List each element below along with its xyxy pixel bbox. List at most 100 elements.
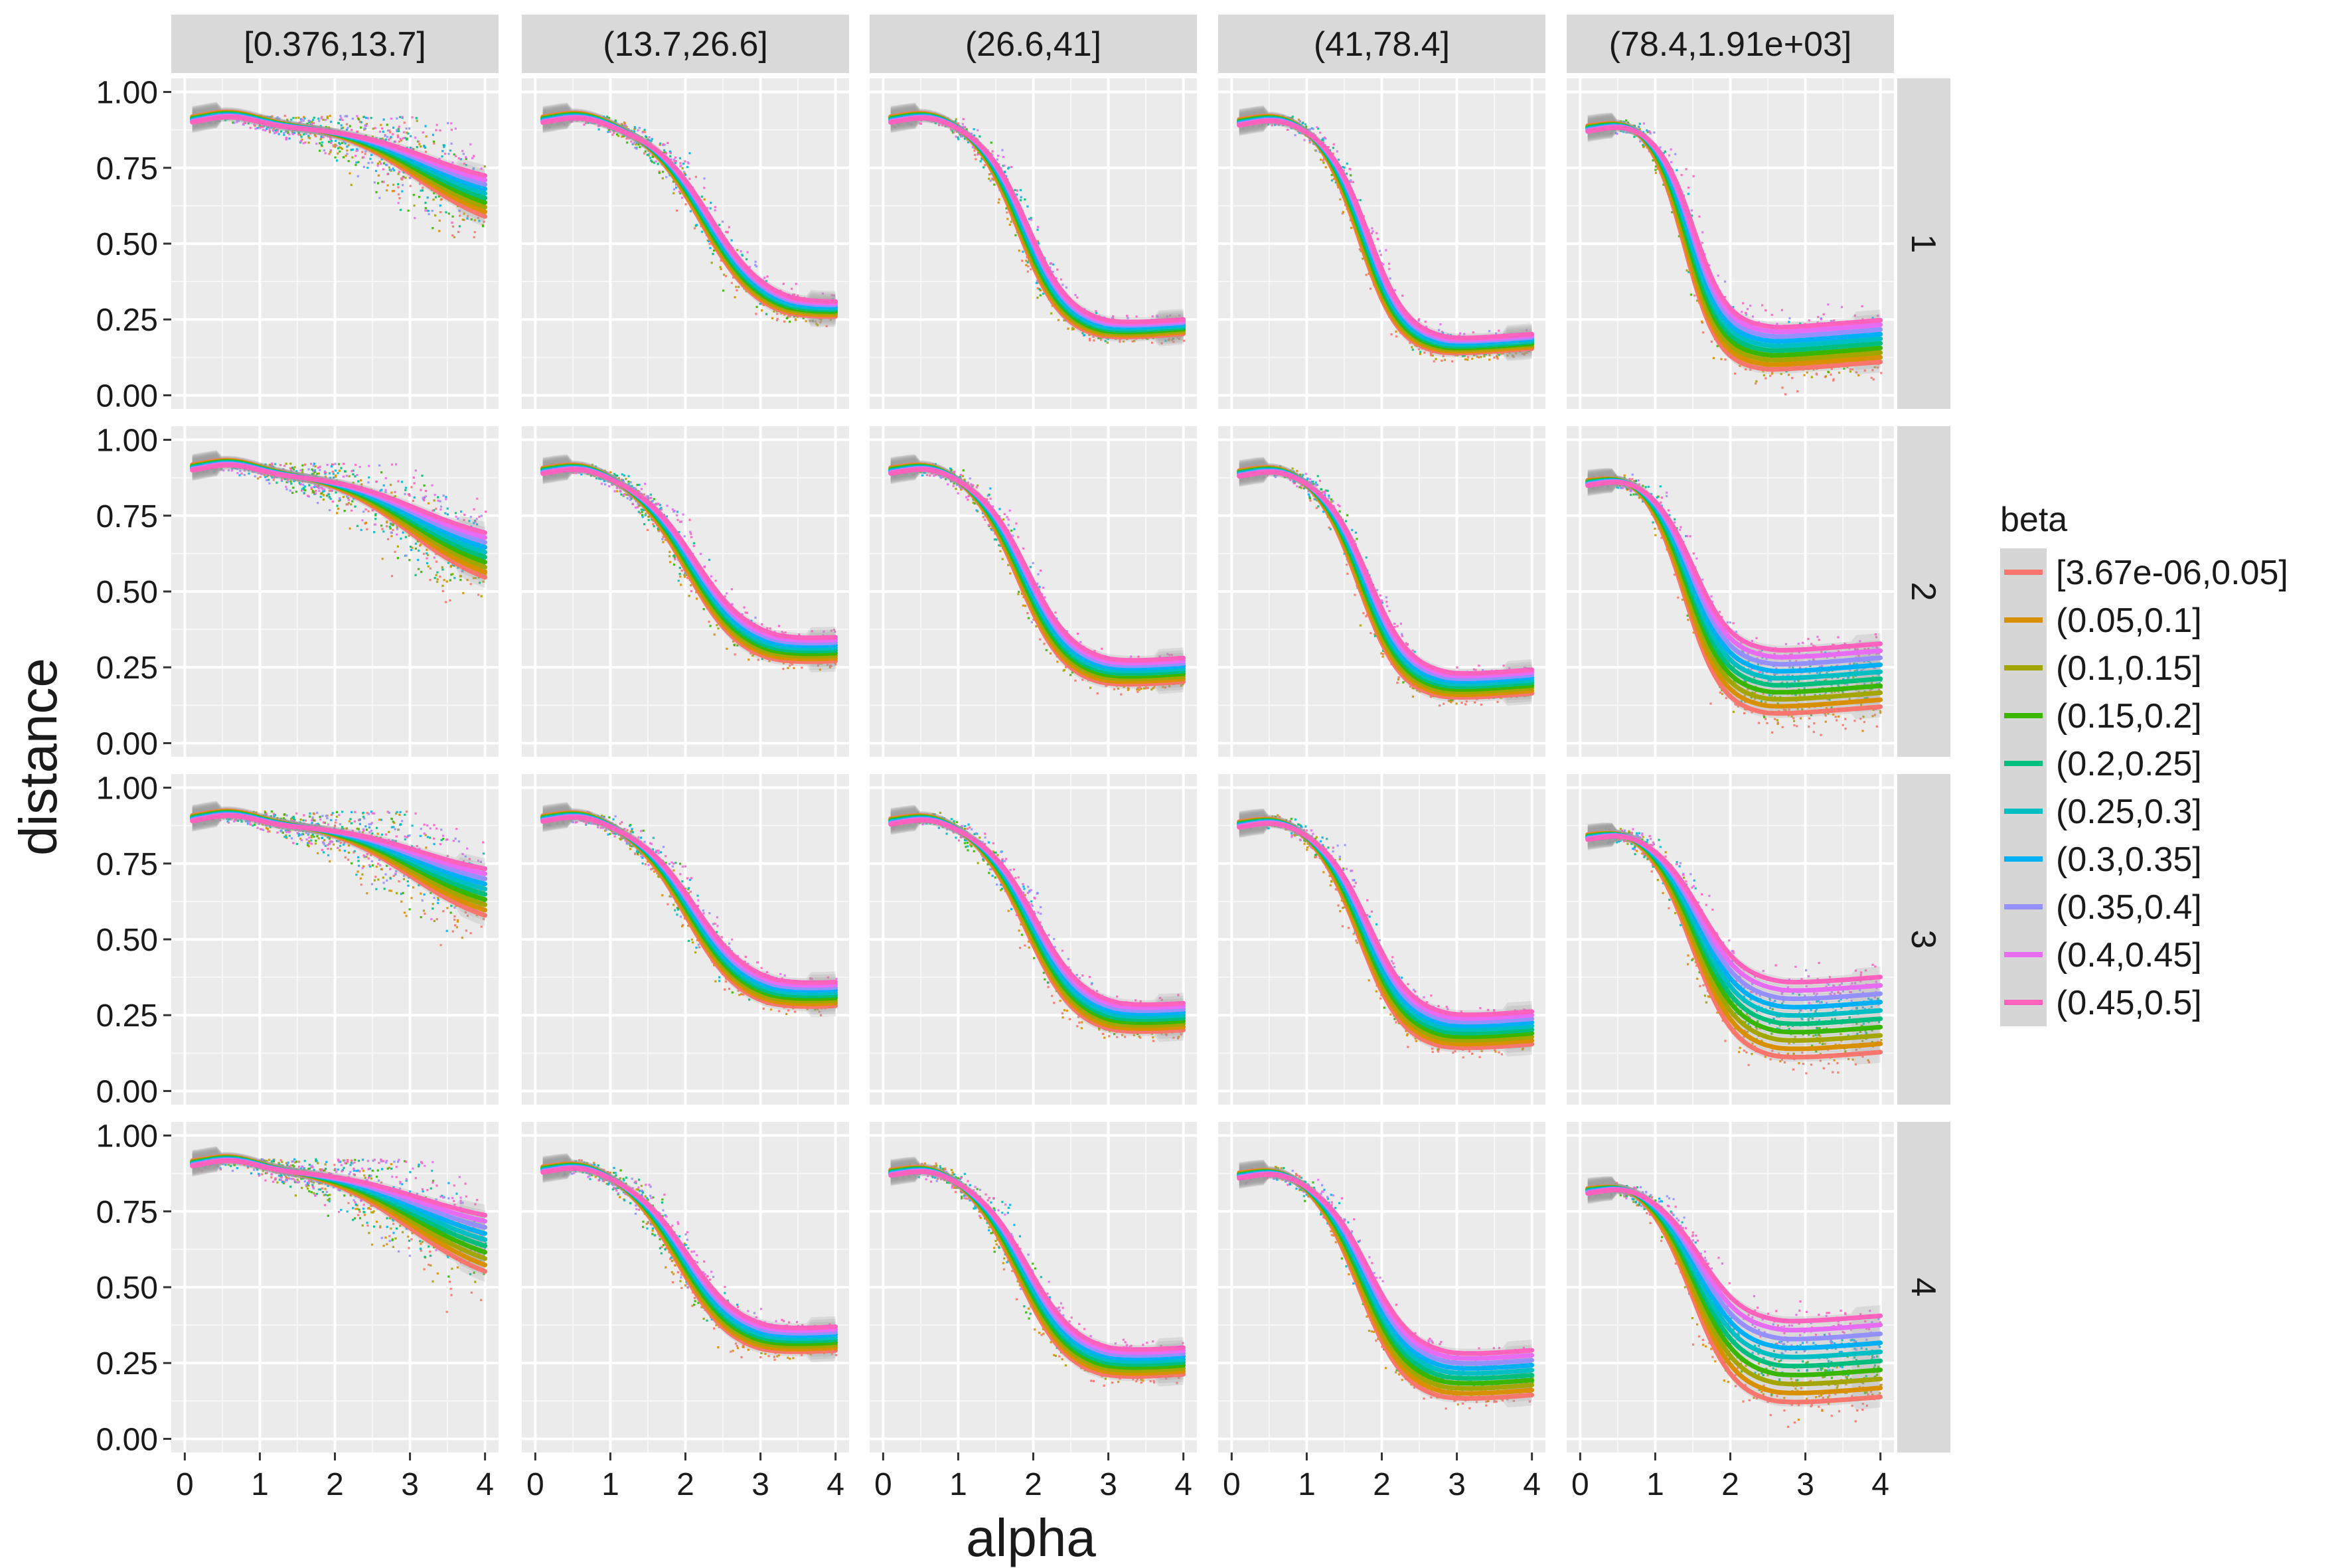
- x-tick-label: 2: [676, 1467, 694, 1502]
- y-tick-label: 0.00: [96, 378, 158, 414]
- column-strip: [171, 15, 499, 73]
- x-tick-label: 2: [1721, 1467, 1739, 1502]
- column-strip-label: (13.7,26.6]: [603, 25, 768, 64]
- facet-panel: [522, 78, 849, 409]
- x-tick-label: 0: [1223, 1467, 1241, 1502]
- column-strip-label: (26.6,41]: [965, 25, 1101, 64]
- x-axis-title: alpha: [966, 1508, 1096, 1567]
- x-tick-label: 0: [526, 1467, 544, 1502]
- legend-entry-label: (0.4,0.45]: [2056, 936, 2202, 975]
- facet-strip-layer: [0.376,13.7] (13.7,26.6] (26.6,41] (41,78.4…: [171, 15, 1950, 1452]
- smooth-line: [540, 116, 838, 304]
- confidence-band: [192, 1150, 485, 1226]
- scatter-points: [1588, 829, 1880, 1019]
- x-tick-label: 4: [826, 1467, 844, 1502]
- row-strip: [1897, 426, 1950, 757]
- axis-layer: 0.00 0.25 0.50 0.75 1.00 0.00 0.25 0.50 0.75 1.00…: [96, 76, 1889, 1502]
- legend-entry-label: [3.67e-06,0.05]: [2056, 554, 2288, 592]
- legend-key-point: [2022, 905, 2025, 908]
- x-tick-label: 4: [1523, 1467, 1541, 1502]
- smooth-line: [888, 116, 1186, 325]
- confidence-band: [192, 107, 485, 187]
- smooth-line: [1585, 479, 1883, 653]
- smooth-line: [888, 1169, 1186, 1352]
- x-tick-label: 4: [476, 1467, 494, 1502]
- facet-panel: [171, 78, 499, 409]
- column-strip: [1218, 15, 1545, 73]
- x-tick-label: 2: [1373, 1467, 1391, 1502]
- x-tick-label: 1: [601, 1467, 619, 1502]
- facet-panel: [522, 774, 849, 1105]
- facet-panel: [171, 426, 499, 757]
- facet-panel: [522, 1122, 849, 1452]
- y-tick-label: 0.25: [96, 998, 158, 1034]
- legend-entry-label: (0.25,0.3]: [2056, 793, 2202, 831]
- x-tick-label: 2: [326, 1467, 344, 1502]
- smooth-line: [888, 467, 1186, 663]
- x-tick-label: 3: [1448, 1467, 1466, 1502]
- y-tick-label: 0.25: [96, 1346, 158, 1381]
- legend-key-point: [2022, 619, 2025, 621]
- y-tick-label: 0.50: [96, 923, 158, 958]
- column-strip: [1567, 15, 1894, 73]
- legend-title: beta: [2000, 501, 2067, 539]
- y-tick-label: 1.00: [96, 1119, 158, 1154]
- confidence-band: [192, 805, 485, 885]
- facet-panel: [1218, 1122, 1545, 1452]
- smooth-line: [1585, 1187, 1883, 1324]
- smooth-line: [1237, 469, 1535, 676]
- smooth-line: [540, 815, 838, 985]
- confidence-band: [192, 1150, 485, 1232]
- legend-entry-label: (0.3,0.35]: [2056, 840, 2202, 879]
- legend-key-point: [2022, 858, 2025, 860]
- legend-key-point: [2022, 714, 2025, 717]
- y-tick-label: 0.00: [96, 726, 158, 761]
- row-strip: [1897, 78, 1950, 409]
- facet-panel: [1567, 1122, 1894, 1452]
- x-tick-label: 3: [751, 1467, 769, 1502]
- y-tick-label: 1.00: [96, 424, 158, 459]
- y-tick-label: 0.50: [96, 1271, 158, 1306]
- facet-panel: [1567, 78, 1894, 409]
- y-tick-label: 0.25: [96, 651, 158, 686]
- row-strip-label: 1: [1904, 234, 1942, 254]
- smooth-line: [540, 467, 838, 641]
- smooth-line: [1237, 1172, 1535, 1356]
- smooth-line: [190, 114, 488, 179]
- facet-panel: [870, 1122, 1197, 1452]
- column-strip-label: (41,78.4]: [1314, 25, 1450, 64]
- row-strip-label: 4: [1904, 1278, 1942, 1297]
- y-tick-label: 0.75: [96, 499, 158, 534]
- facet-panel: [870, 774, 1197, 1105]
- x-tick-label: 3: [401, 1467, 419, 1502]
- legend-key-point: [2022, 953, 2025, 956]
- facet-panel: [870, 78, 1197, 409]
- facet-panel: [870, 426, 1197, 757]
- y-tick-label: 0.75: [96, 1195, 158, 1230]
- y-tick-label: 0.75: [96, 847, 158, 882]
- column-strip-label: (78.4,1.91e+03]: [1609, 25, 1852, 64]
- row-strip-label: 2: [1904, 582, 1942, 601]
- x-tick-label: 3: [1099, 1467, 1117, 1502]
- smooth-line: [540, 1166, 838, 1330]
- facet-panel: [1567, 774, 1894, 1105]
- x-tick-label: 1: [1646, 1467, 1664, 1502]
- y-tick-label: 0.00: [96, 1074, 158, 1109]
- y-tick-label: 1.00: [96, 76, 158, 111]
- row-strip-label: 3: [1904, 930, 1942, 949]
- legend: beta [3.67e-06,0.05] (0.05,0.1] (0.1,0.15]…: [2000, 501, 2288, 1026]
- legend-entry-label: (0.35,0.4]: [2056, 888, 2202, 927]
- y-tick-label: 0.50: [96, 575, 158, 610]
- x-tick-label: 1: [949, 1467, 967, 1502]
- x-tick-label: 4: [1871, 1467, 1889, 1502]
- x-tick-label: 4: [1174, 1467, 1192, 1502]
- column-strip: [522, 15, 849, 73]
- column-strip: [870, 15, 1197, 73]
- facet-panel: [171, 774, 499, 1105]
- legend-entry-label: (0.2,0.25]: [2056, 745, 2202, 783]
- x-tick-label: 2: [1024, 1467, 1042, 1502]
- legend-entry-label: (0.05,0.1]: [2056, 601, 2202, 640]
- legend-entry-label: (0.1,0.15]: [2056, 649, 2202, 688]
- y-axis-title: distance: [9, 658, 68, 856]
